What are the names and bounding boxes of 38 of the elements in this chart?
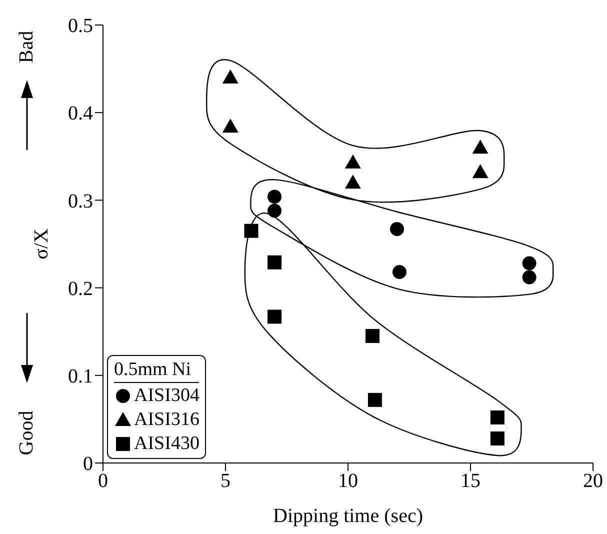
point xyxy=(268,204,282,218)
point xyxy=(490,431,504,446)
y-tick-label: 0.2 xyxy=(68,278,93,300)
x-axis-title: Dipping time (sec) xyxy=(273,505,423,527)
point xyxy=(472,140,488,154)
point xyxy=(368,392,382,407)
legend-label: AISI430 xyxy=(134,432,200,456)
y-tick-label: 0 xyxy=(83,453,93,476)
legend-title: 0.5mm Ni xyxy=(114,358,200,383)
point xyxy=(222,118,238,133)
x-tick-label: 10 xyxy=(338,470,358,492)
point xyxy=(390,222,404,236)
legend-label: AISI304 xyxy=(134,384,200,408)
point xyxy=(366,328,380,343)
x-tick-label: 0 xyxy=(98,470,108,492)
point xyxy=(222,70,238,84)
point xyxy=(344,174,361,189)
x-tick-label: 15 xyxy=(460,470,480,492)
point xyxy=(268,190,282,204)
point xyxy=(522,270,536,284)
point xyxy=(522,256,536,270)
point xyxy=(392,265,406,280)
point xyxy=(490,410,504,424)
text: Good xyxy=(16,410,38,456)
point xyxy=(244,224,258,238)
legend-label: AISI316 xyxy=(134,408,200,432)
text: Bad xyxy=(16,30,38,64)
y-tick-label: 0.3 xyxy=(68,190,93,212)
x-tick-label: 5 xyxy=(220,470,230,492)
point xyxy=(472,164,488,178)
y-tick-label: 0.1 xyxy=(68,366,93,388)
y-tick-label: 0.5 xyxy=(68,15,93,38)
point xyxy=(268,255,282,270)
y-tick-label: 0.4 xyxy=(68,102,93,125)
y-axis-title: σ/X xyxy=(30,228,54,260)
point xyxy=(344,154,361,169)
point xyxy=(268,310,282,324)
x-tick-label: 20 xyxy=(583,470,603,492)
